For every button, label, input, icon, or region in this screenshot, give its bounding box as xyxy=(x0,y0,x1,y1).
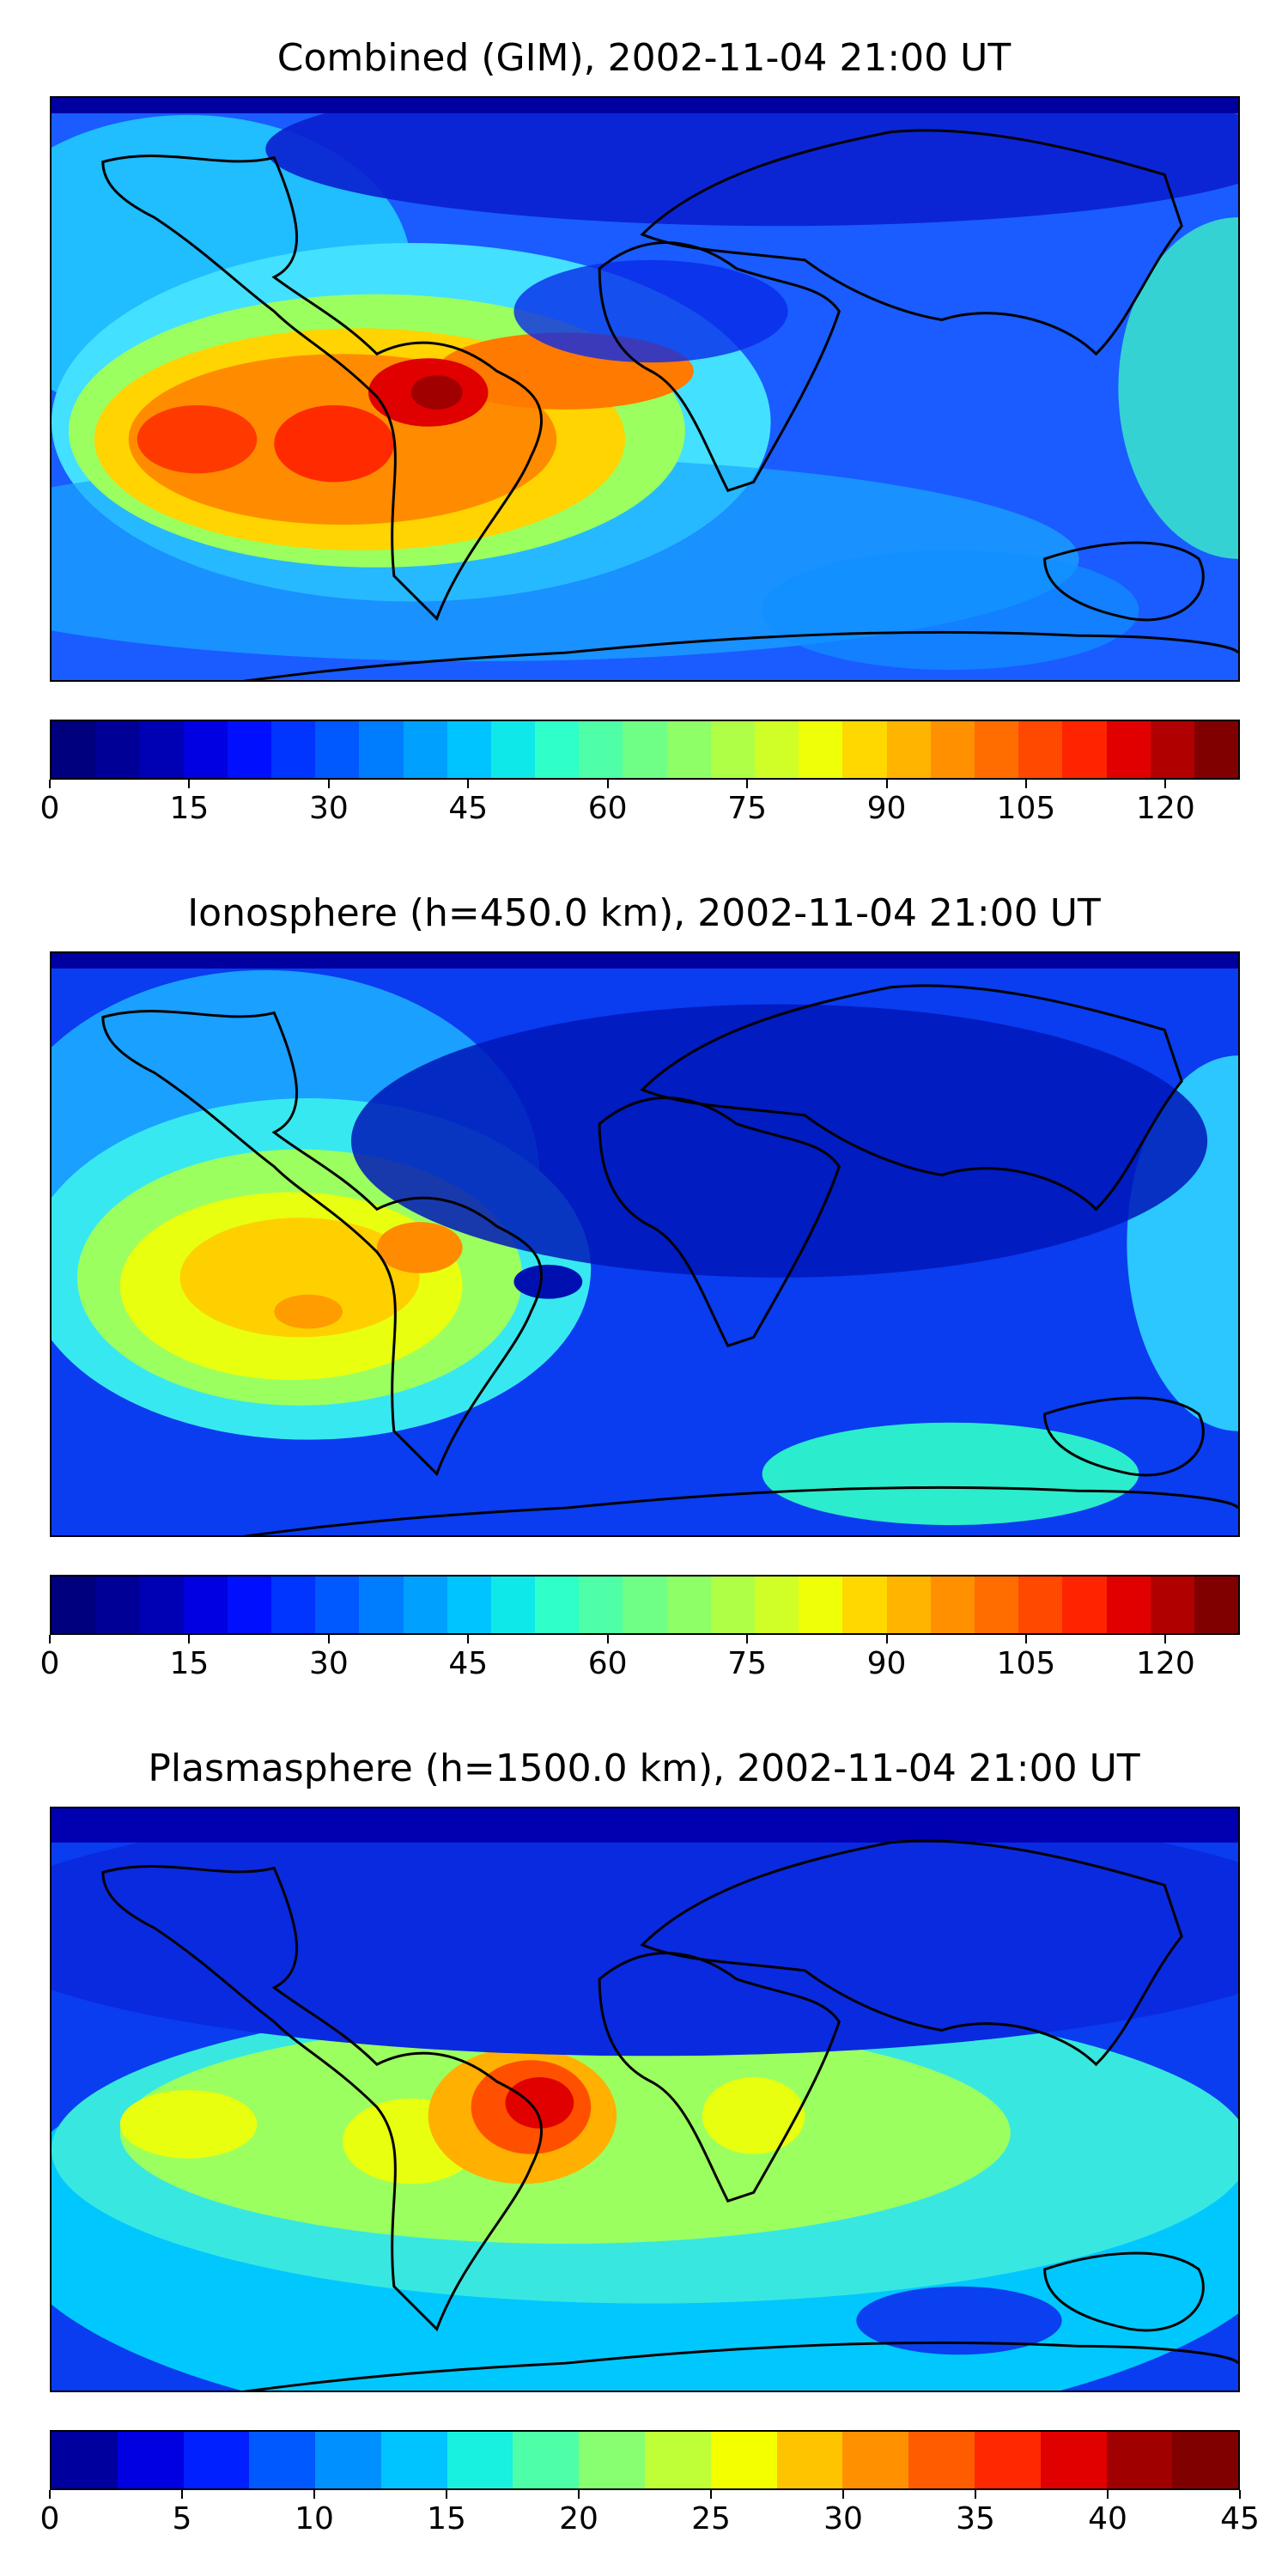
colorbar-tick-label: 30 xyxy=(823,2501,863,2537)
colorbar-tick-label: 105 xyxy=(996,791,1056,826)
colorbar-tick-label: 35 xyxy=(956,2501,995,2537)
colorbar-tick xyxy=(1107,2490,1109,2499)
colorbar-tick xyxy=(1164,780,1167,788)
colorbar-tick-label: 25 xyxy=(691,2501,731,2537)
colorbar-tick-label: 40 xyxy=(1088,2501,1127,2537)
colorbar-tick-label: 90 xyxy=(866,791,907,826)
colorbar-tick-label: 75 xyxy=(727,1646,768,1681)
colorbar-tick-label: 120 xyxy=(1136,1646,1195,1681)
colorbar-tick xyxy=(188,1635,191,1643)
colorbar-tick xyxy=(1239,2490,1241,2499)
colorbar-tick-label: 0 xyxy=(39,1646,60,1681)
colorbar-tick xyxy=(1164,1635,1167,1643)
colorbar-tick xyxy=(710,2490,712,2499)
colorbar-tick xyxy=(746,1635,749,1643)
colorbar-tick xyxy=(578,2490,580,2499)
colorbar-tick xyxy=(885,780,888,788)
colorbar-tick-label: 60 xyxy=(587,791,628,826)
colorbar-tick-label: 0 xyxy=(39,2501,60,2537)
colorbar-tick xyxy=(49,1635,51,1643)
colorbar-tick xyxy=(313,2490,315,2499)
colorbar-tick xyxy=(606,1635,609,1643)
colorbar-tick xyxy=(188,780,191,788)
colorbar-tick-label: 90 xyxy=(866,1646,907,1681)
colorbar-tick-label: 120 xyxy=(1136,791,1195,826)
colorbar-tick xyxy=(606,780,609,788)
colorbar-tick-label: 15 xyxy=(427,2501,466,2537)
colorbar-tick xyxy=(842,2490,844,2499)
map-plasmasphere xyxy=(50,1807,1240,2392)
colorbar-ticks: 0 15 30 45 60 75 90 105 120 xyxy=(40,780,1240,831)
colorbar-tick-label: 15 xyxy=(169,1646,210,1681)
panel-title: Ionosphere (h=450.0 km), 2002-11-04 21:0… xyxy=(187,891,1101,935)
colorbar-tick xyxy=(975,2490,976,2499)
colorbar-tick-label: 105 xyxy=(996,1646,1056,1681)
colorbar-tick xyxy=(1024,780,1027,788)
colorbar-tick-label: 45 xyxy=(448,791,489,826)
colorbar-tick xyxy=(467,780,470,788)
map-combined xyxy=(50,96,1240,682)
colorbar-tick-label: 10 xyxy=(295,2501,334,2537)
colorbar-tick xyxy=(746,780,749,788)
colorbar-tick xyxy=(49,2490,51,2499)
colorbar-tick xyxy=(181,2490,183,2499)
colorbar-tick-label: 20 xyxy=(559,2501,598,2537)
colorbar-tick-label: 60 xyxy=(587,1646,628,1681)
colorbar-tick-label: 5 xyxy=(172,2501,192,2537)
colorbar-tick-label: 30 xyxy=(308,1646,349,1681)
colorbar-ticks: 0 15 30 45 60 75 90 105 120 xyxy=(40,1635,1240,1686)
colorbar-tick xyxy=(446,2490,447,2499)
panel-title: Plasmasphere (h=1500.0 km), 2002-11-04 2… xyxy=(148,1747,1140,1790)
colorbar-tick xyxy=(49,780,51,788)
colorbar xyxy=(50,1575,1240,1635)
colorbar-tick-label: 45 xyxy=(448,1646,489,1681)
colorbar-tick-label: 30 xyxy=(308,791,349,826)
colorbar-ticks: 0 5 10 15 20 25 30 35 40 45 xyxy=(40,2490,1260,2542)
colorbar-tick xyxy=(327,1635,330,1643)
colorbar-tick xyxy=(1024,1635,1027,1643)
colorbar-tick xyxy=(467,1635,470,1643)
colorbar xyxy=(50,720,1240,780)
colorbar xyxy=(50,2430,1240,2490)
colorbar-tick-label: 75 xyxy=(727,791,768,826)
colorbar-tick-label: 45 xyxy=(1220,2501,1260,2537)
colorbar-tick-label: 15 xyxy=(169,791,210,826)
map-ionosphere xyxy=(50,951,1240,1537)
colorbar-tick xyxy=(885,1635,888,1643)
colorbar-tick xyxy=(327,780,330,788)
panel-title: Combined (GIM), 2002-11-04 21:00 UT xyxy=(276,36,1012,80)
colorbar-tick-label: 0 xyxy=(39,791,60,826)
